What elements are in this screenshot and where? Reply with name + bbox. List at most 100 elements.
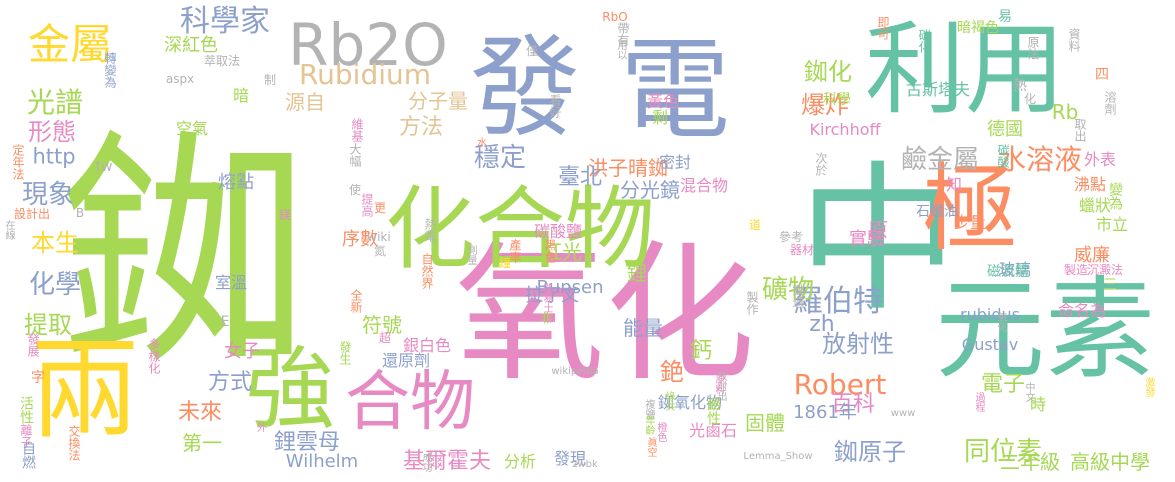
cloud-word: 礦物 — [761, 275, 815, 305]
cloud-word: 測量 — [465, 245, 476, 265]
cloud-word: 字 — [31, 370, 45, 386]
cloud-word: 德國 — [987, 119, 1023, 140]
cloud-word: 洪子晴銣 — [588, 156, 668, 180]
cloud-word: 發現 — [553, 449, 587, 468]
cloud-word: 未來 — [177, 400, 223, 425]
cloud-word: 製作 — [745, 291, 759, 315]
cloud-word: 分析 — [503, 452, 537, 471]
cloud-word: 序數 — [342, 229, 378, 250]
cloud-word: 氮 — [373, 244, 387, 258]
cloud-word: 提取 — [24, 311, 72, 339]
cloud-word: 暗褐色 — [957, 20, 999, 36]
cloud-word: 第一 — [182, 431, 222, 455]
cloud-word: 製造 — [1063, 263, 1089, 277]
cloud-word: Rb2O — [288, 11, 448, 79]
cloud-word: 二年級 — [1000, 450, 1060, 474]
cloud-word: 科學 — [823, 92, 851, 108]
cloud-word: 銣原子 — [834, 438, 906, 466]
cloud-word: 發生 — [338, 341, 352, 365]
cloud-word: 穩定 — [473, 143, 527, 173]
cloud-word: 銀白色 — [402, 336, 452, 355]
cloud-word: 基爾霍夫 — [402, 449, 492, 474]
cloud-word: 現象 — [21, 180, 75, 210]
cloud-word: 高級中學 — [1070, 450, 1150, 474]
cloud-word: 鈣 — [689, 339, 713, 364]
cloud-word: 中文 — [1023, 382, 1034, 402]
cloud-word: rubidus — [960, 305, 1020, 324]
cloud-word: 交換法 — [67, 425, 81, 461]
cloud-word: 參考 — [778, 230, 804, 244]
cloud-word: 熱 — [1013, 78, 1027, 94]
cloud-word: 取出 — [1073, 118, 1087, 142]
cloud-word: 變為 — [1107, 182, 1123, 210]
cloud-word: 兩 — [30, 326, 140, 454]
cloud-word: 熱電 — [423, 218, 437, 242]
cloud-word: aspx — [165, 72, 195, 86]
cloud-word: 銫 — [660, 358, 684, 386]
cloud-word: 碳化 — [917, 29, 931, 53]
cloud-word: 紅光 — [542, 240, 582, 264]
cloud-word: 市立 — [1095, 215, 1129, 234]
cloud-word: 定年法 — [11, 144, 25, 180]
cloud-word: 沸點 — [1073, 175, 1107, 194]
cloud-word: 銣 — [60, 109, 310, 400]
cloud-word: 中 — [797, 146, 959, 333]
cloud-word: 資料 — [1067, 28, 1081, 52]
cloud-word: 還原劑 — [381, 351, 431, 370]
cloud-word: http — [32, 144, 76, 169]
cloud-word: 碳酸 — [996, 144, 1010, 168]
cloud-word: 活性 — [18, 396, 34, 424]
cloud-word: Rubidium — [298, 58, 432, 91]
cloud-word: 銣氧化物 — [657, 393, 723, 412]
cloud-word: Lemma_Show — [743, 451, 813, 462]
cloud-word: 光鹵石 — [688, 421, 738, 440]
cloud-word: 混合物 — [679, 176, 729, 195]
cloud-word: 拉丁文 — [525, 285, 579, 306]
cloud-word: 產率 — [508, 239, 522, 263]
cloud-word: 石蠟油 — [916, 204, 958, 220]
cloud-word: Kirchhoff — [809, 120, 881, 139]
cloud-word: 原法 — [1026, 36, 1040, 60]
cloud-word: 密封 — [658, 153, 692, 172]
cloud-word: 提高 — [360, 193, 374, 217]
cloud-word: 鎂 — [278, 208, 292, 222]
cloud-word: 發 — [470, 24, 580, 152]
cloud-word: 少量 — [953, 213, 987, 232]
cloud-word: RbO — [602, 10, 628, 24]
cloud-word: tw — [95, 159, 113, 175]
cloud-word: 熔點 — [218, 172, 254, 193]
cloud-word: 自燃 — [20, 441, 36, 469]
cloud-word: 元素 — [935, 266, 1155, 394]
cloud-word: 玻璃 — [998, 260, 1032, 279]
cloud-word: 黑色 — [543, 239, 557, 263]
cloud-word: 水溶液 — [997, 143, 1083, 176]
cloud-word: 氧化 — [995, 312, 1006, 332]
cloud-word: 銣化 — [804, 58, 852, 86]
cloud-word: 道 — [748, 218, 762, 232]
cloud-word: 非 — [539, 311, 553, 325]
cloud-word: 眞空 — [645, 437, 656, 457]
cloud-word: 溶劑 — [1103, 91, 1117, 115]
cloud-word: Robert — [793, 368, 887, 401]
cloud-word: 外 — [257, 423, 267, 434]
cloud-word: 方式 — [207, 370, 253, 395]
cloud-word: zh — [809, 312, 835, 337]
cloud-word: 沉澱法 — [1086, 263, 1124, 277]
cloud-word: 臺北 — [557, 165, 603, 190]
cloud-word: 百科 — [830, 392, 876, 417]
cloud-word: 離子 — [19, 424, 33, 448]
cloud-word: 在線 — [3, 220, 14, 240]
cloud-word: wikipedia — [551, 366, 599, 377]
cloud-word: 原料 — [713, 374, 724, 394]
cloud-word: 次於 — [814, 152, 828, 176]
cloud-word: B — [75, 206, 85, 220]
cloud-word: 氧化 — [454, 228, 756, 402]
cloud-word: 碳酸鹽 — [533, 222, 583, 241]
cloud-word: 放射出 — [715, 371, 726, 401]
cloud-word: Rb — [1051, 100, 1079, 124]
cloud-word: Gustav — [961, 335, 1019, 354]
cloud-word: 強 — [245, 337, 335, 442]
cloud-word: 空氣 — [175, 119, 209, 138]
cloud-word: 鋰 — [627, 261, 647, 285]
cloud-word: wiki — [367, 230, 391, 244]
